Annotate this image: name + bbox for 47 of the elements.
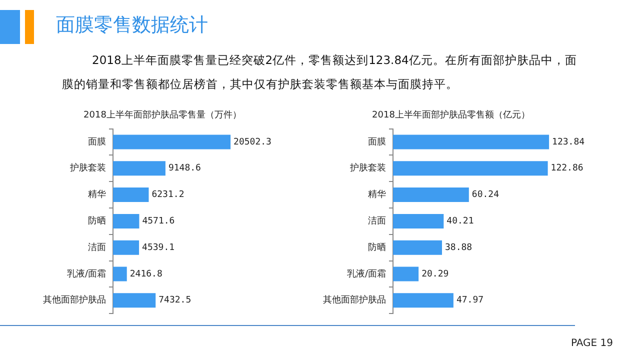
data-label: 7432.5: [158, 296, 192, 306]
y-tick-label: 洁面: [88, 242, 106, 253]
data-label: 20.29: [422, 269, 449, 280]
bar: [393, 161, 548, 176]
y-tick-label: 精华: [88, 189, 106, 200]
bar: [113, 188, 149, 202]
y-tick-label: 其他面部护肤品: [43, 294, 106, 306]
text: 2018上半年面膜零售量已经突破2亿件，零售额达到123.84亿元。在所有面部护肤品中，面膜的销量和零售额都位居榜首，其中仅有护肤套装零售额基本与面膜持平。: [62, 52, 578, 93]
data-label: 122.86: [550, 164, 584, 174]
data-label: 4539.1: [142, 242, 175, 253]
bar: [113, 214, 140, 228]
data-label: 123.84: [552, 137, 585, 148]
bar: [393, 214, 444, 228]
y-tick-label: 乳液/面霜: [66, 268, 106, 280]
y-tick-label: 面膜: [368, 136, 386, 148]
bar: [393, 266, 419, 282]
data-label: 6231.2: [152, 190, 184, 200]
data-label: 38.88: [444, 242, 472, 253]
y-tick-label: 其他面部护肤品: [323, 294, 386, 306]
data-label: 4571.6: [142, 216, 175, 227]
bar: [393, 293, 454, 308]
y-tick-label: 护肤套装: [69, 162, 106, 174]
data-label: 20502.3: [234, 137, 272, 148]
data-label: 9148.6: [168, 164, 201, 174]
y-tick-label: 护肤套装: [349, 162, 386, 174]
bar: [113, 293, 156, 308]
y-tick-label: 乳液/面霜: [346, 268, 386, 280]
chart-title: 2018上半年面部护肤品零售额（亿元）: [372, 110, 530, 121]
bar: [113, 266, 127, 282]
y-tick-label: 洁面: [368, 216, 386, 227]
data-label: 2416.8: [130, 269, 162, 280]
y-tick-label: 防晒: [368, 242, 386, 253]
bar: [393, 240, 442, 255]
bar: [113, 161, 166, 176]
data-label: 47.97: [456, 296, 484, 306]
bar: [113, 240, 140, 255]
bar: [393, 134, 550, 150]
y-tick-label: 精华: [368, 189, 386, 200]
chart-title: 2018上半年面部护肤品零售量（万件）: [84, 110, 242, 121]
text: PAGE 19: [570, 338, 613, 349]
bar: [113, 134, 231, 150]
data-label: 60.24: [472, 190, 499, 200]
y-tick-label: 面膜: [88, 136, 106, 148]
text: 面膜零售数据统计: [56, 13, 208, 38]
y-tick-label: 防晒: [88, 216, 106, 227]
data-label: 40.21: [446, 216, 474, 227]
bar: [393, 188, 469, 202]
